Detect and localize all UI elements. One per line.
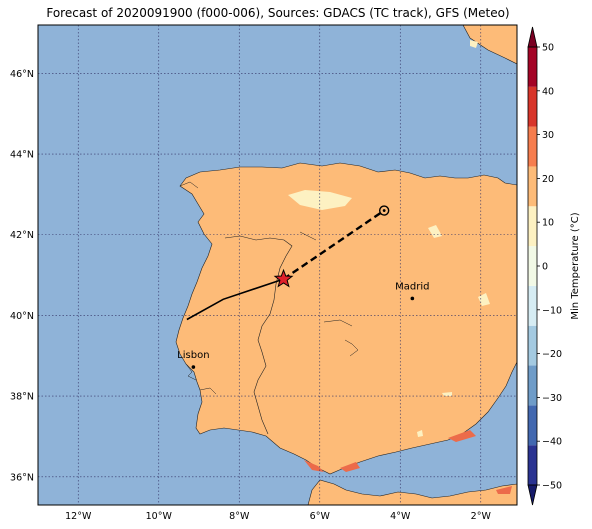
forecast-end-circle [378, 205, 390, 216]
lat-tick-label: 44°N [10, 150, 34, 161]
lon-tick-label: 4°W [390, 511, 411, 522]
lat-tick-label: 36°N [10, 472, 34, 483]
cold-patch [442, 392, 452, 396]
colorbar-tick-label: −10 [542, 305, 562, 316]
city-label: Lisbon [177, 350, 209, 361]
city-label: Madrid [395, 281, 429, 292]
cold-patch [470, 40, 478, 48]
colorbar-segment [528, 246, 537, 286]
map-frame [37, 24, 518, 506]
lat-tick-label: 40°N [10, 311, 34, 322]
colorbar-segment [528, 325, 537, 366]
colorbar-tick-label: −30 [542, 393, 562, 404]
lat-lon-gridlines [38, 25, 517, 505]
colorbar-segment [528, 285, 537, 326]
land-north-africa [307, 479, 517, 505]
lon-tick-label: 10°W [146, 511, 173, 522]
colorbar: −50 −40 −30 −20 −10 0 10 20 30 40 50 Min Temperatur… [527, 26, 581, 506]
warm-patch [448, 430, 476, 442]
colorbar-tick-label: −50 [542, 481, 562, 492]
colorbar-segment [528, 47, 537, 87]
colorbar-tick-label: 20 [542, 174, 554, 185]
warm-patch [304, 460, 324, 472]
colorbar-tick-label: 30 [542, 130, 554, 141]
colorbar-tick-label: 40 [542, 86, 554, 97]
colorbar-tick-label: 10 [542, 218, 554, 229]
country-borders [224, 235, 293, 435]
colorbar-segment [528, 206, 537, 247]
map-title: Forecast of 2020091900 (f000-006), Sourc… [46, 6, 510, 20]
warm-patch [340, 462, 360, 472]
lon-tick-label: 6°W [310, 511, 331, 522]
colorbar-segment [528, 86, 537, 127]
colorbar-segment [528, 166, 537, 207]
lon-tick-label: 8°W [229, 511, 250, 522]
colorbar-tick-label: −20 [542, 349, 562, 360]
colorbar-segment [528, 126, 537, 167]
land-iberia [175, 25, 517, 475]
lat-tick-label: 42°N [10, 230, 34, 241]
colorbar-segment [528, 445, 537, 485]
colorbar-tick-label: −40 [542, 437, 562, 448]
colorbar-tick-label: 50 [542, 43, 554, 54]
colorbar-segment [528, 405, 537, 446]
lat-tick-label: 46°N [10, 69, 34, 80]
colorbar-segment [528, 365, 537, 406]
forecast-end-dot [382, 209, 386, 212]
city-marker [191, 365, 196, 369]
lon-tick-label: 2°W [471, 511, 492, 522]
colorbar-label: Min Temperature (°C) [570, 212, 581, 319]
lon-tick-label: 12°W [65, 511, 92, 522]
colorbar-over-arrow [527, 26, 538, 48]
coastline-detail [179, 181, 359, 395]
city-marker [410, 296, 415, 301]
warm-patch [496, 486, 512, 494]
storm-position-star [273, 268, 294, 288]
colorbar-tick-label: 0 [542, 262, 548, 273]
lat-tick-label: 38°N [10, 392, 34, 403]
cold-patch [417, 430, 423, 437]
storm-track-past [186, 278, 284, 321]
storm-track-forecast [282, 209, 385, 281]
axis-ticks: 12°W 10°W 8°W 6°W 4°W 2°W 36°N 38°N 40°N 42°N 44°N… [10, 69, 491, 522]
colorbar-under-arrow [527, 484, 538, 506]
